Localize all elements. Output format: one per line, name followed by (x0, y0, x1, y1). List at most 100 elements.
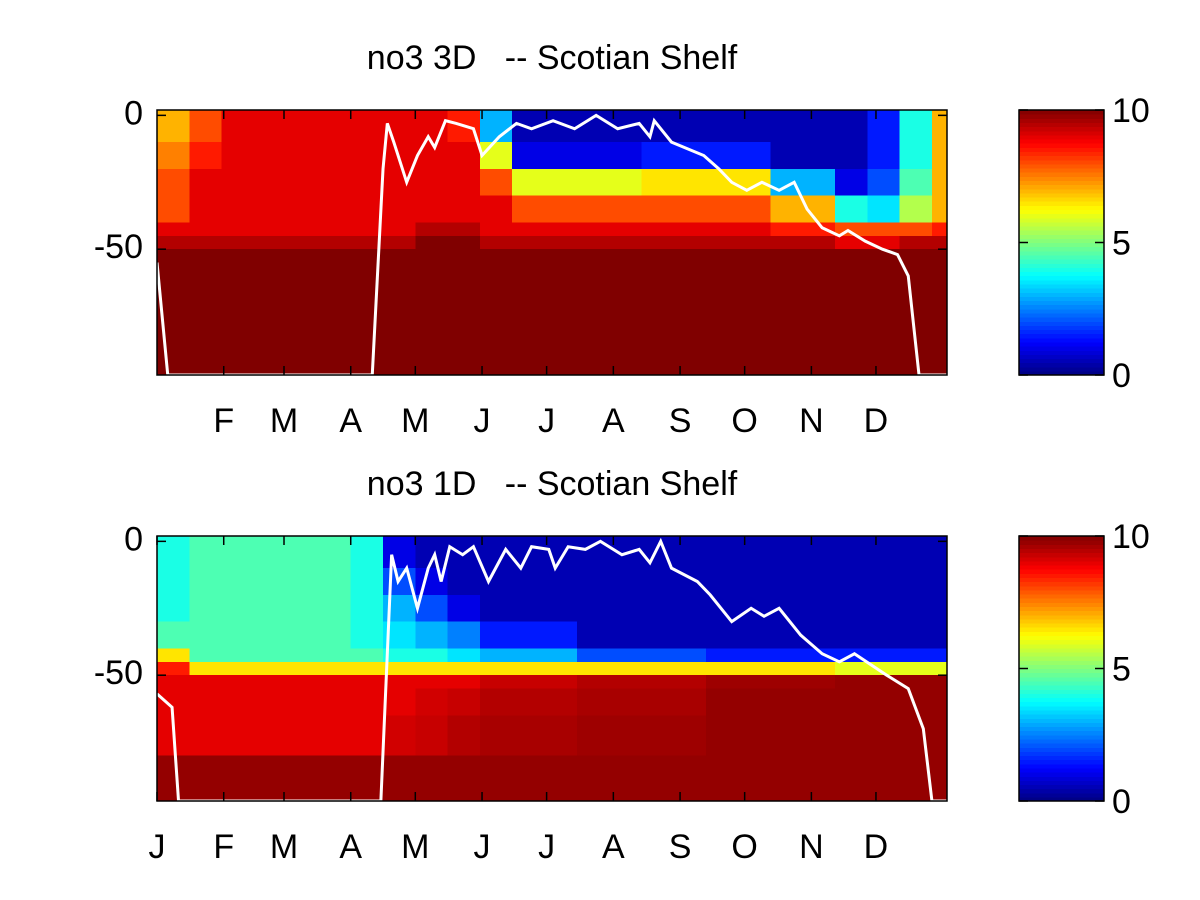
heatmap-cell (641, 329, 675, 375)
heatmap-cell (415, 168, 449, 197)
heatmap-cell (899, 168, 933, 197)
colorbar-tick-label: 0 (1112, 357, 1131, 395)
heatmap-cell (221, 594, 255, 623)
colorbar-swatch (1019, 275, 1104, 281)
heatmap-cell (802, 661, 836, 676)
colorbar-swatch (1019, 238, 1104, 244)
heatmap-cell (544, 594, 578, 623)
heatmap-cell (286, 195, 320, 224)
heatmap-cell (738, 249, 772, 264)
heatmap-cell (867, 755, 901, 801)
x-tick-label: M (401, 402, 429, 440)
colorbar-swatch (1019, 593, 1104, 599)
heatmap-cell (835, 621, 868, 650)
heatmap-cell (705, 195, 739, 224)
heatmap-cell (512, 675, 546, 690)
heatmap-cell (770, 142, 804, 170)
heatmap-cell (479, 594, 513, 623)
heatmap-cell (415, 675, 449, 690)
heatmap-cell (867, 688, 901, 716)
heatmap-cell (770, 195, 804, 224)
heatmap-cell (576, 715, 610, 757)
heatmap-cell (544, 142, 578, 170)
heatmap-cell (641, 594, 675, 623)
heatmap-cell (189, 329, 223, 375)
heatmap-cell (350, 249, 384, 264)
colorbar-swatch (1019, 308, 1104, 314)
heatmap-cell (609, 594, 642, 623)
heatmap-cell (383, 675, 416, 690)
heatmap-cell (189, 168, 223, 197)
colorbar-swatch (1019, 598, 1104, 603)
heatmap-cell (931, 661, 947, 676)
heatmap-cell (189, 715, 223, 757)
heatmap-cell (383, 222, 416, 237)
heatmap-cell (609, 235, 642, 250)
heatmap-cell (189, 536, 223, 569)
heatmap-cell (415, 142, 449, 170)
heatmap-cell (157, 594, 190, 623)
colorbar-swatch (1019, 573, 1104, 579)
heatmap-cell (673, 648, 707, 663)
heatmap-cell (479, 142, 513, 170)
colorbar-swatch (1019, 163, 1104, 169)
x-tick-label: A (602, 402, 625, 440)
heatmap-cell (867, 110, 901, 143)
heatmap-cell (738, 329, 772, 375)
heatmap-cell (447, 222, 481, 237)
colorbar-swatch (1019, 556, 1104, 562)
heatmap-cell (899, 661, 933, 676)
heatmap-cell (609, 249, 642, 264)
colorbar-swatch (1019, 709, 1104, 715)
heatmap-cell (802, 168, 836, 197)
heatmap-cell (899, 621, 933, 650)
heatmap-cell (318, 222, 352, 237)
heatmap-cell (318, 594, 352, 623)
heatmap-cell (286, 249, 320, 264)
heatmap-cell (415, 289, 449, 331)
heatmap-cell (157, 262, 190, 290)
heatmap-cell (835, 142, 868, 170)
heatmap-cell (931, 249, 947, 264)
heatmap-cell (673, 289, 707, 331)
heatmap-cell (189, 648, 223, 663)
colorbar-swatch (1019, 192, 1104, 198)
heatmap-cell (350, 661, 384, 676)
heatmap-cell (641, 661, 675, 676)
colorbar-swatch (1019, 271, 1104, 277)
x-tick-label: S (669, 402, 692, 440)
heatmap-cell (253, 195, 287, 224)
heatmap-cell (350, 715, 384, 757)
heatmap-cell (770, 755, 804, 801)
colorbar-swatch (1019, 201, 1104, 206)
heatmap-cell (221, 715, 255, 757)
heatmap-cell (673, 249, 707, 264)
heatmap-cell (931, 235, 947, 250)
heatmap-cell (576, 222, 610, 237)
heatmap-cell (770, 648, 804, 663)
colorbar-swatch (1019, 159, 1104, 165)
heatmap-cell (867, 661, 901, 676)
x-tick-label: M (270, 828, 298, 866)
y-tick-label: 0 (124, 94, 143, 132)
heatmap-cell (221, 142, 255, 170)
heatmap-cell (447, 755, 481, 801)
heatmap-cell (189, 661, 223, 676)
heatmap-cell (253, 688, 287, 716)
colorbar-swatch (1019, 614, 1104, 620)
heatmap-cell (641, 249, 675, 264)
colorbar-swatch (1019, 259, 1104, 264)
heatmap-cell (221, 568, 255, 596)
heatmap-cell (350, 235, 384, 250)
axes-frame (156, 109, 948, 376)
heatmap-cell (318, 329, 352, 375)
heatmap-cell (641, 568, 675, 596)
x-tick-label: N (799, 828, 824, 866)
colorbar-swatch (1019, 726, 1104, 732)
heatmap-cell (157, 621, 190, 650)
colorbar-swatch (1019, 780, 1104, 786)
x-tick-label: S (669, 828, 692, 866)
heatmap-cell (286, 235, 320, 250)
colorbar-swatch (1019, 656, 1104, 661)
